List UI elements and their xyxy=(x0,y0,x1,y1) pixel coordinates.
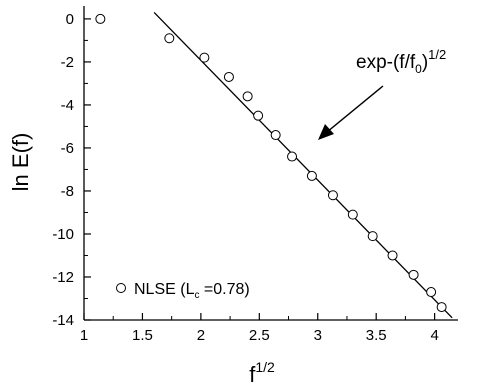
data-point xyxy=(306,170,317,181)
y-tick-label: -4 xyxy=(61,97,74,114)
data-point xyxy=(253,110,264,121)
fit-label: exp-(f/f0)1/2 xyxy=(356,47,446,76)
data-point xyxy=(387,250,398,261)
fit-label-sup: 1/2 xyxy=(428,47,446,62)
x-tick-label: 2.5 xyxy=(249,327,270,344)
data-point xyxy=(223,71,234,82)
data-point xyxy=(242,91,253,102)
legend-marker xyxy=(116,283,126,293)
fit-line xyxy=(153,11,453,319)
legend-text-sub: c xyxy=(194,290,199,301)
y-tick-label: -2 xyxy=(61,54,74,71)
data-point xyxy=(426,287,437,298)
data-point xyxy=(164,33,175,44)
data-point xyxy=(408,269,419,280)
y-tick-label: -8 xyxy=(61,183,74,200)
legend: NLSE (Lc =0.78) xyxy=(116,281,250,301)
x-tick-label: 1.5 xyxy=(132,327,153,344)
y-tick-label: -14 xyxy=(52,312,74,329)
x-axis-title-sup: 1/2 xyxy=(255,359,275,375)
fit-label-sub: 0 xyxy=(415,62,422,76)
annotation-arrow xyxy=(318,85,384,140)
y-axis-title: ln E(f) xyxy=(8,133,33,192)
x-tick-label: 2 xyxy=(197,327,205,344)
x-tick-label: 1 xyxy=(80,327,88,344)
y-tick-label: -12 xyxy=(52,269,74,286)
data-point xyxy=(347,209,358,220)
data-point xyxy=(367,231,378,242)
x-axis-title: f1/2 xyxy=(249,359,275,387)
x-ticks: 1 1.5 2 2.5 3 3.5 4 xyxy=(80,313,439,344)
x-tick-label: 4 xyxy=(430,327,438,344)
data-point xyxy=(287,151,298,162)
data-point xyxy=(95,13,106,24)
y-tick-label: -6 xyxy=(61,140,74,157)
legend-text: NLSE (Lc =0.78) xyxy=(134,281,250,301)
y-tick-label: -10 xyxy=(52,226,74,243)
y-ticks: 0 -2 -4 -6 -8 -10 -12 -14 xyxy=(52,11,91,329)
x-tick-label: 3.5 xyxy=(366,327,387,344)
data-points xyxy=(95,13,447,313)
data-point xyxy=(436,302,447,313)
y-tick-label: 0 xyxy=(66,11,74,28)
data-point xyxy=(270,130,281,141)
fit-line-group xyxy=(153,11,453,319)
data-point xyxy=(199,52,210,63)
x-tick-label: 3 xyxy=(314,327,322,344)
plot-frame xyxy=(83,6,458,321)
data-point xyxy=(327,190,338,201)
